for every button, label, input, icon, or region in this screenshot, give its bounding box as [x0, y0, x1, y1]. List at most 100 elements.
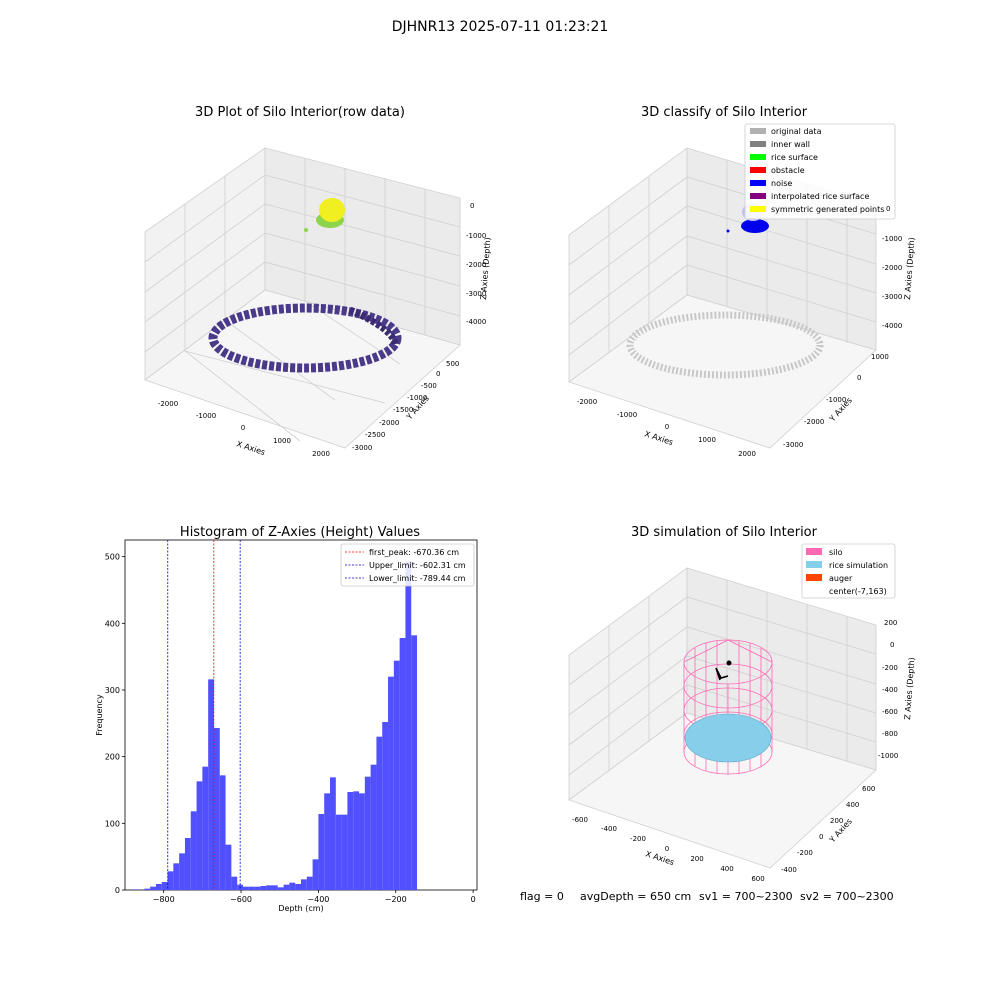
auger-marker [715, 667, 729, 681]
panel2-z-tick: 0 [886, 205, 890, 213]
hist-bar [347, 792, 354, 890]
hist-x-tick-label: −400 [307, 895, 329, 904]
legend-swatch-rice-sim [806, 561, 822, 568]
hist-bar [405, 561, 412, 890]
hist-bar [382, 722, 389, 890]
legend-label: symmetric generated points [771, 205, 884, 214]
panel4-title: 3D simulation of Silo Interior [631, 525, 818, 540]
hist-bar [132, 889, 139, 890]
hist-bar [219, 775, 226, 890]
panel1-y-tick: -1500 [393, 406, 413, 414]
hist-bar [150, 886, 156, 890]
panel1-y-tick: -2000 [379, 419, 399, 427]
panel4-x-tick: 400 [720, 865, 733, 873]
hist-bar [318, 814, 325, 890]
panel1-points [208, 198, 402, 373]
panel1-z-ticks: 0 -1000 -2000 -3000 -4000 [466, 202, 486, 326]
hist-bar [301, 879, 307, 890]
hist-bars [132, 561, 418, 890]
panel4-x-tick: 600 [751, 875, 764, 883]
panel2-x-tick: 0 [665, 423, 669, 431]
legend-label: obstacle [771, 166, 805, 175]
hist-bar [399, 638, 406, 890]
hist-bar [370, 764, 377, 890]
panel1-title: 3D Plot of Silo Interior(row data) [195, 105, 405, 120]
hist-bar [144, 888, 151, 890]
hist-bar [167, 871, 174, 890]
hist-x-ticks: −800 −600 −400 −200 0 [153, 890, 476, 904]
legend-swatch-noise [750, 180, 766, 186]
legend-swatch-rice-surface [750, 154, 766, 160]
panel1-z-tick: -1000 [466, 232, 486, 240]
legend-label: rice surface [771, 153, 818, 162]
hist-x-tick-label: −600 [230, 895, 252, 904]
hist-ref-lines [167, 540, 241, 890]
hist-bar [242, 886, 249, 890]
hist-y-ticks: 0 100 200 300 400 500 [105, 553, 125, 895]
hist-bar [190, 811, 197, 890]
panel4-x-tick: 0 [665, 845, 669, 853]
panel1-x-tick: 0 [241, 424, 245, 432]
hist-bar [364, 776, 371, 890]
hist-bar [213, 728, 220, 890]
panel4-z-tick: -400 [882, 686, 898, 694]
hist-axes [124, 539, 478, 891]
panel2-xlabel: X Axies [643, 429, 674, 447]
panel1-y-tick: -500 [421, 382, 437, 390]
hist-bar [393, 660, 400, 890]
panel4-x-tick: -600 [572, 816, 588, 824]
panel4-z-tick: -800 [882, 730, 898, 738]
hist-bar [225, 844, 232, 890]
panel2-x-tick: 1000 [698, 436, 716, 444]
legend-label: noise [771, 179, 792, 188]
panel2-x-tick: 2000 [738, 450, 756, 458]
panel2-z-tick: -1000 [882, 235, 902, 243]
panel4-z-tick: -200 [882, 664, 898, 672]
status-sv1: sv1 = 700~2300 [699, 890, 793, 903]
panel4-x-ticks: -600 -400 -200 0 200 400 600 [572, 816, 765, 883]
panel4-zlabel: Z Axies (Depth) [903, 657, 916, 720]
legend-label: Upper_limit: -602.31 cm [369, 561, 466, 570]
status-flag: flag = 0 [520, 890, 564, 903]
hist-bar [324, 793, 331, 890]
rice-simulation [684, 713, 772, 763]
hist-legend: first_peak: -670.36 cm Upper_limit: -602… [340, 543, 475, 587]
hist-y-tick-label: 400 [105, 619, 120, 628]
legend-swatch-symmetric [750, 206, 766, 212]
panel2-y-tick: -3000 [783, 441, 803, 449]
panel2-y-tick: -2000 [804, 418, 824, 426]
panel1-z-tick: -4000 [466, 318, 486, 326]
hist-bar [271, 885, 278, 890]
panel2-y-tick: 1000 [871, 353, 889, 361]
panel2-3d-axes [568, 147, 877, 449]
panel1-3d-axes [144, 147, 461, 449]
panel2-x-tick: -1000 [617, 411, 637, 419]
panel1-z-tick: -3000 [466, 290, 486, 298]
hist-ylabel: Frequency [95, 694, 104, 736]
status-sv2: sv2 = 700~2300 [800, 890, 894, 903]
hist-bar [289, 882, 296, 890]
hist-bar [283, 884, 290, 890]
panel4-x-tick: -200 [630, 835, 646, 843]
hist-bar [196, 781, 203, 890]
panel4-z-tick: 0 [890, 641, 894, 649]
panel2-x-ticks: -2000 -1000 0 1000 2000 [577, 398, 756, 458]
panel1-zlabel: Z Axies (Depth) [479, 237, 492, 300]
panel4-y-tick: -400 [781, 866, 797, 874]
panel2-z-ticks: 0 -1000 -2000 -3000 -4000 [882, 205, 902, 330]
panel2-y-tick: -1000 [826, 396, 846, 404]
panel4-3d-axes [568, 567, 877, 869]
panel1-x-tick: 2000 [312, 450, 330, 458]
panel1-y-tick: 500 [446, 360, 459, 368]
panel2-z-tick: -3000 [882, 293, 902, 301]
panel2-title: 3D classify of Silo Interior [641, 105, 808, 120]
panel1-x-ticks: -2000 -1000 0 1000 2000 [158, 400, 330, 458]
panel1-x-tick: -1000 [196, 412, 216, 420]
hist-y-tick-label: 100 [105, 819, 120, 828]
panel4-z-tick: -1000 [878, 752, 898, 760]
hist-bar [231, 876, 238, 890]
hist-bar [208, 679, 214, 890]
legend-label: rice simulation [829, 561, 888, 570]
panel1-y-tick: -3000 [352, 444, 372, 452]
